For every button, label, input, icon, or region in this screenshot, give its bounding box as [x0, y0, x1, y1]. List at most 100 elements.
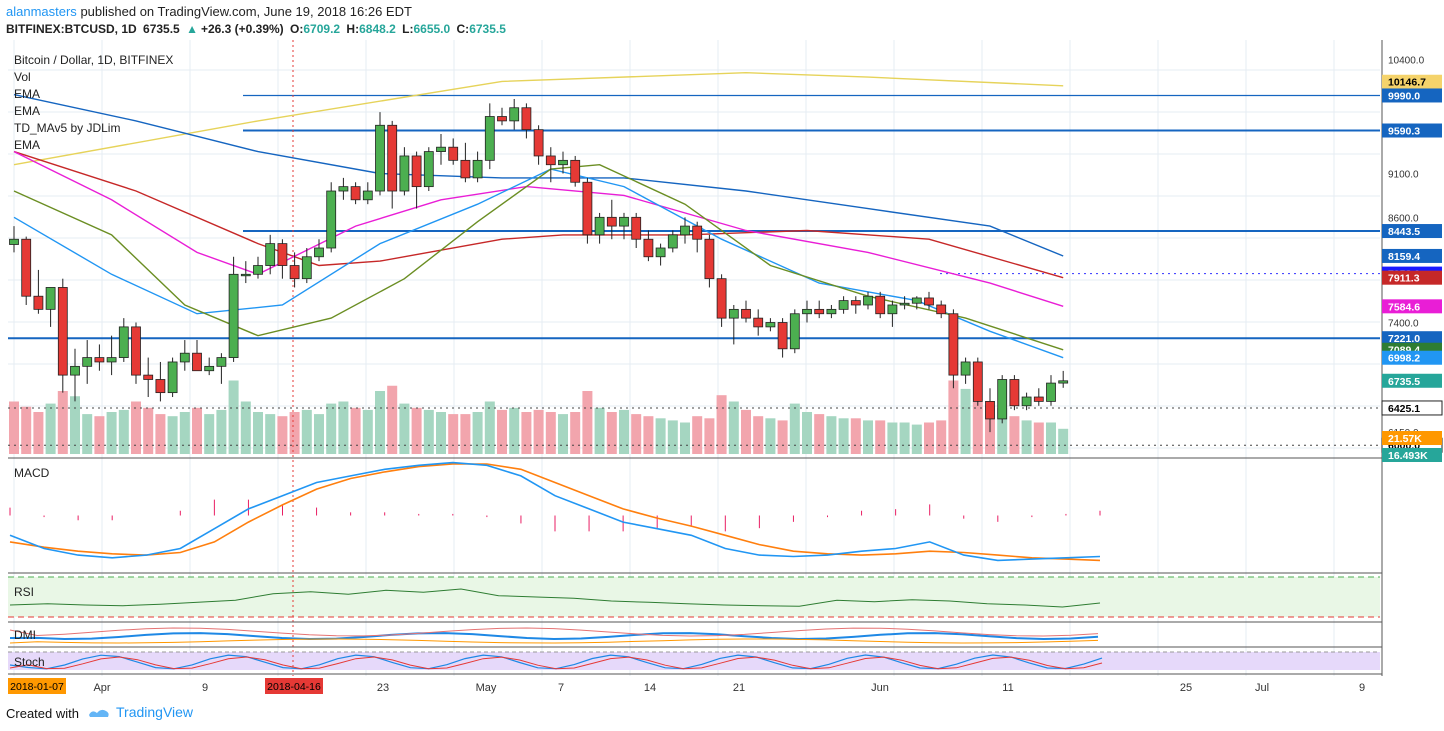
volume-bar: [82, 414, 93, 454]
candle-body: [497, 116, 507, 122]
candle-body: [1033, 396, 1044, 402]
volume-bar: [960, 388, 971, 454]
candle-body: [936, 304, 947, 315]
price-badge-label: 7911.3: [1388, 273, 1420, 285]
candle-body: [924, 297, 934, 306]
price-badge: [1382, 74, 1442, 89]
low-value: 6655.0: [413, 22, 451, 36]
volume-bar: [911, 424, 922, 454]
volume-bar: [131, 401, 141, 454]
dmi-label: DMI: [14, 628, 36, 642]
candle-body: [887, 304, 898, 315]
candle-body: [45, 287, 56, 310]
volume-bar: [582, 391, 593, 454]
price-chart[interactable]: 400.0000-1.1547-369.0579-370.2126 80.000…: [0, 40, 1444, 700]
candle-body: [594, 216, 605, 236]
volume-bar: [484, 401, 495, 454]
volume-bar: [997, 407, 1008, 454]
candle-body: [997, 379, 1008, 420]
volume-bar: [606, 412, 617, 454]
macd-line: [9, 461, 1101, 562]
candle-body: [192, 352, 202, 372]
price-badge-label: 10146.7: [1388, 77, 1426, 89]
price-badge-label: 9990.0: [1388, 90, 1420, 102]
candle-body: [570, 159, 581, 183]
candle-body: [850, 300, 861, 306]
macd-signal-line: [9, 463, 1101, 562]
candle-body: [985, 401, 995, 420]
candle-body: [143, 374, 154, 380]
candle-body: [326, 190, 337, 249]
candle-body: [179, 352, 190, 363]
candle-body: [728, 308, 739, 319]
volume-bar: [179, 412, 190, 454]
dmi-minus-line: [9, 638, 1099, 644]
volume-bar: [57, 391, 68, 454]
candle-body: [692, 225, 703, 240]
volume-bar: [301, 409, 312, 454]
volume-bar: [509, 407, 520, 454]
volume-bar: [948, 380, 959, 454]
volume-bar: [314, 414, 324, 454]
macd-label: MACD: [14, 466, 50, 480]
price-badge: [1382, 270, 1442, 285]
volume-bar: [533, 409, 544, 454]
volume-bar: [789, 403, 800, 454]
candle-body: [94, 357, 105, 363]
candle-body: [82, 357, 93, 367]
last-price: 6735.5: [143, 22, 180, 36]
candle-body: [814, 308, 825, 315]
volume-bar: [777, 420, 788, 454]
price-tick-label: 10400.0: [1388, 56, 1425, 67]
time-axis-bg: [0, 676, 1444, 700]
volume-bar: [1009, 416, 1020, 454]
volume-bar: [70, 396, 80, 454]
candle-body: [411, 155, 422, 188]
volume-bar: [692, 416, 703, 454]
volume-bar: [826, 416, 837, 454]
candle-body: [57, 287, 68, 376]
chart-header: alanmasters published on TradingView.com…: [0, 0, 1444, 42]
time-tick-label: 23: [377, 682, 389, 694]
volume-bar: [667, 420, 678, 454]
ema-line: [13, 71, 1064, 166]
volume-bar: [375, 391, 385, 454]
price-tick-label: 7400.0: [1388, 319, 1419, 330]
volume-bar: [423, 409, 434, 454]
price-badge: [1382, 448, 1442, 462]
volume-bar: [631, 414, 642, 454]
time-tick-label: Jun: [871, 682, 889, 694]
legend: Bitcoin / Dollar, 1D, BITFINEX Vol EMA E…: [14, 53, 173, 669]
candle-body: [472, 159, 483, 179]
price-badge: [1382, 224, 1442, 239]
candle-body: [106, 357, 117, 363]
price-badge: [1382, 123, 1442, 138]
legend-vol: Vol: [14, 70, 31, 84]
price-axis[interactable]: 10400.09100.08600.07400.06150.010146.799…: [1381, 40, 1444, 680]
volume-bar: [716, 395, 727, 454]
tradingview-link[interactable]: TradingView: [88, 704, 193, 720]
time-tick-label: Jul: [1255, 682, 1269, 694]
candle-body: [521, 107, 532, 131]
volume-bar: [1033, 422, 1044, 454]
time-badge: [265, 678, 323, 694]
price-badge-label: 16.493K: [1388, 450, 1428, 462]
stoch-label: Stoch: [14, 655, 45, 669]
author-link[interactable]: alanmasters: [6, 4, 77, 19]
price-badge: [1382, 373, 1442, 388]
volume-bar: [521, 412, 532, 454]
volume-bar: [399, 403, 410, 454]
time-axis[interactable]: Apr 9 23 May 7 14 21 Jun 11 25 Jul 9 2018-01-07 2018-…: [0, 676, 1444, 700]
ema-line: [13, 150, 1064, 279]
candle-body: [265, 243, 276, 266]
candle-body: [960, 361, 971, 376]
candle-body: [777, 322, 788, 350]
candle-body: [631, 216, 642, 240]
volume-bar: [655, 418, 666, 454]
volume-bar: [326, 403, 337, 454]
time-tick-label: 7: [558, 682, 564, 694]
volume-bar: [863, 420, 873, 454]
time-tick-label: Apr: [93, 682, 110, 694]
candle-body: [375, 124, 385, 192]
volume-bar: [972, 401, 983, 454]
